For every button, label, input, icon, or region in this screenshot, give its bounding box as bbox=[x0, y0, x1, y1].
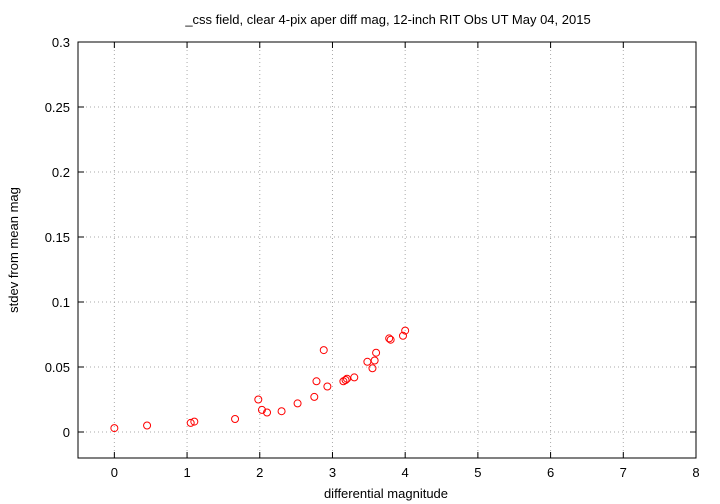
x-tick-label: 8 bbox=[692, 465, 699, 480]
grid bbox=[78, 41, 697, 458]
data-point bbox=[401, 326, 410, 335]
y-axis-label: stdev from mean mag bbox=[6, 187, 21, 313]
y-tick-label: 0.1 bbox=[52, 295, 70, 310]
data-point bbox=[231, 415, 240, 423]
data-points bbox=[110, 326, 410, 433]
data-point bbox=[350, 373, 359, 382]
x-tick-label: 7 bbox=[620, 465, 627, 480]
data-point bbox=[310, 392, 319, 401]
data-point bbox=[385, 334, 394, 343]
data-point bbox=[370, 356, 379, 365]
x-axis-label: differential magnitude bbox=[324, 486, 448, 501]
y-tick-label: 0.15 bbox=[45, 230, 70, 245]
y-tick-label: 0 bbox=[63, 425, 70, 440]
data-point bbox=[254, 395, 263, 404]
data-point bbox=[143, 421, 152, 430]
x-tick-label: 0 bbox=[111, 465, 118, 480]
data-point bbox=[372, 348, 381, 357]
data-point bbox=[319, 346, 328, 355]
data-point bbox=[363, 357, 372, 366]
x-tick-label: 1 bbox=[183, 465, 190, 480]
y-tick-label: 0.2 bbox=[52, 165, 70, 180]
x-tick-label: 2 bbox=[256, 465, 263, 480]
data-point bbox=[312, 377, 321, 386]
x-tick-label: 6 bbox=[547, 465, 554, 480]
x-tick-label: 5 bbox=[474, 465, 481, 480]
data-point bbox=[341, 376, 350, 384]
data-point bbox=[257, 405, 266, 414]
x-tick-label: 3 bbox=[329, 465, 336, 480]
data-point bbox=[277, 407, 286, 416]
chart-title: _css field, clear 4-pix aper diff mag, 1… bbox=[184, 12, 590, 27]
data-point bbox=[263, 408, 272, 417]
data-point bbox=[398, 331, 407, 340]
y-tick-labels: 0 0.05 0.1 0.15 0.2 0.25 0.3 bbox=[45, 35, 70, 440]
y-tick-label: 0.05 bbox=[45, 360, 70, 375]
x-tick-labels: 0 1 2 3 4 5 6 7 8 bbox=[111, 465, 700, 480]
data-point bbox=[186, 418, 195, 427]
data-point bbox=[110, 424, 119, 433]
x-tick-label: 4 bbox=[402, 465, 409, 480]
axis-ticks bbox=[78, 41, 697, 458]
data-point bbox=[293, 399, 302, 408]
data-point bbox=[368, 364, 377, 373]
data-point bbox=[386, 335, 395, 344]
y-tick-label: 0.3 bbox=[52, 35, 70, 50]
y-tick-label: 0.25 bbox=[45, 100, 70, 115]
data-point bbox=[190, 417, 199, 426]
data-point bbox=[323, 382, 332, 391]
plot-frame bbox=[77, 41, 697, 459]
